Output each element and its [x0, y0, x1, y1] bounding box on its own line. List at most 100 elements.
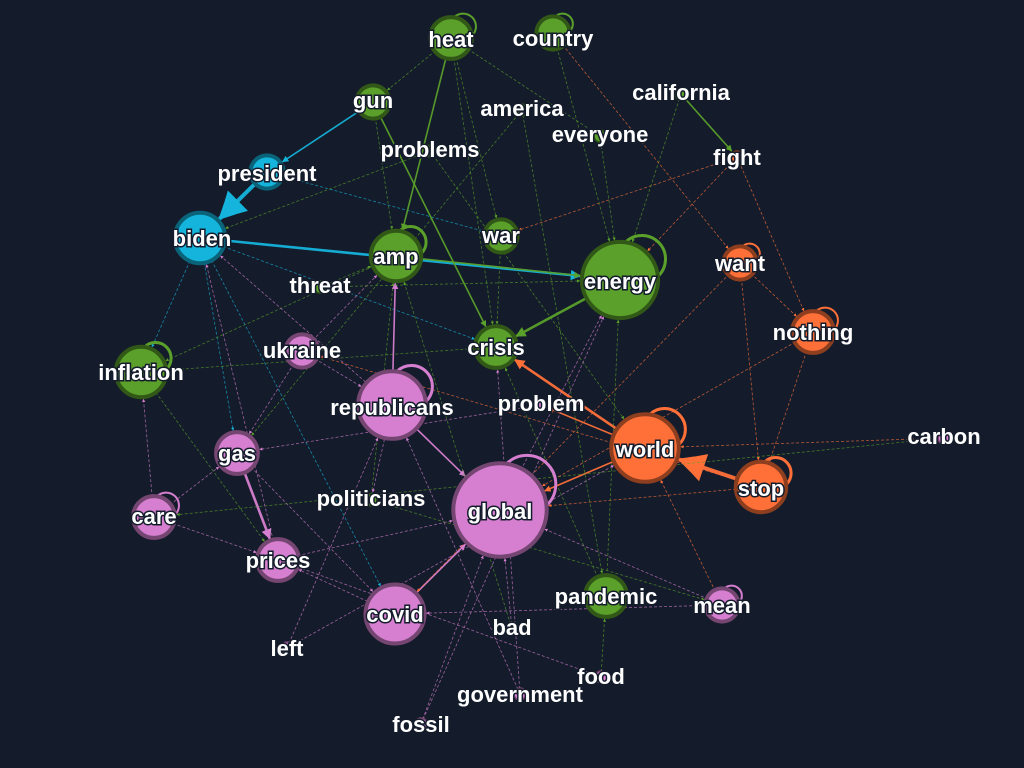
node-mean[interactable]: [703, 586, 741, 624]
node-heat[interactable]: [428, 15, 474, 61]
edge-america-pandemic: [521, 109, 604, 574]
node-label-california: california: [632, 80, 731, 105]
edge-heat-amp: [400, 37, 452, 231]
self-loop-mean: [723, 584, 743, 605]
node-label-ukraine: ukraine: [263, 338, 341, 363]
edge-everyone-energy: [599, 135, 616, 241]
node-problem[interactable]: [534, 398, 548, 412]
edge-nothing-global: [542, 331, 814, 487]
edge-politicians-mean: [370, 499, 705, 601]
node-threat[interactable]: [313, 280, 327, 294]
self-loop-care: [156, 491, 180, 516]
node-label-crisis: crisis: [467, 335, 525, 360]
node-problems[interactable]: [423, 144, 437, 158]
node-label-care: care: [131, 504, 176, 529]
edge-gas-covid: [236, 452, 374, 592]
self-loops-layer: [143, 12, 839, 605]
node-carbon[interactable]: [937, 431, 951, 445]
node-everyone[interactable]: [593, 129, 607, 143]
node-pandemic[interactable]: [583, 573, 629, 619]
edge-stop-global: [548, 486, 762, 508]
node-label-energy: energy: [584, 269, 657, 294]
node-label-gas: gas: [218, 441, 256, 466]
node-fight[interactable]: [730, 150, 744, 164]
node-prices[interactable]: [255, 537, 301, 583]
edge-president-war: [266, 171, 484, 232]
node-country[interactable]: [534, 14, 572, 52]
node-label-republicans: republicans: [330, 395, 453, 420]
node-label-inflation: inflation: [98, 360, 184, 385]
node-ukraine[interactable]: [283, 332, 321, 370]
self-loop-amp: [398, 225, 428, 255]
edge-prices-biden: [205, 264, 279, 561]
edge-heat-war: [450, 37, 498, 219]
edge-carbon-care: [176, 437, 945, 517]
self-loop-energy: [624, 234, 667, 278]
edge-gun-amp: [372, 101, 394, 230]
node-nothing[interactable]: [790, 309, 836, 355]
edge-mean-covid: [426, 604, 723, 615]
node-biden[interactable]: [172, 210, 228, 266]
edge-country-want: [552, 32, 729, 249]
edge-problems-biden: [225, 150, 431, 229]
labels-layer: heat country gun america california everyone p…: [97, 24, 982, 738]
edge-heat-gun: [387, 37, 452, 91]
edge-carbon-world: [680, 437, 945, 449]
node-politicians[interactable]: [364, 493, 378, 507]
node-food[interactable]: [594, 670, 608, 684]
node-label-heat: heat: [428, 27, 474, 52]
node-care[interactable]: [131, 494, 177, 540]
node-crisis[interactable]: [473, 324, 519, 370]
self-loop-heat: [453, 12, 477, 37]
node-government[interactable]: [513, 687, 527, 701]
node-gas[interactable]: [214, 430, 260, 476]
node-america[interactable]: [515, 103, 529, 117]
edge-arrowhead-stop-world: [678, 454, 709, 482]
node-label-left: left: [271, 636, 305, 661]
node-stop[interactable]: [733, 459, 789, 515]
node-label-problem: problem: [498, 391, 585, 416]
node-president[interactable]: [248, 153, 286, 191]
node-inflation[interactable]: [113, 344, 169, 400]
edge-fight-energy: [647, 156, 738, 252]
self-loop-nothing: [815, 306, 839, 331]
node-label-world: world: [615, 437, 675, 462]
edge-bad-amp: [403, 281, 513, 630]
self-loop-country: [554, 12, 574, 33]
edge-threat-amp: [319, 265, 372, 288]
node-label-stop: stop: [738, 476, 784, 501]
node-label-carbon: carbon: [907, 424, 980, 449]
node-energy[interactable]: [579, 239, 661, 321]
node-war[interactable]: [482, 217, 520, 255]
node-world[interactable]: [609, 412, 681, 484]
edge-government-republicans: [406, 437, 521, 695]
node-want[interactable]: [721, 244, 759, 282]
node-bad[interactable]: [505, 622, 519, 636]
node-left[interactable]: [280, 641, 294, 655]
edge-mean-world: [660, 479, 723, 606]
node-covid[interactable]: [363, 582, 427, 646]
node-california[interactable]: [674, 87, 688, 101]
edge-fight-war: [518, 156, 738, 231]
edge-stop-ukraine: [319, 355, 762, 488]
node-label-government: government: [457, 682, 584, 707]
self-loop-global: [505, 453, 558, 507]
edge-care-prices: [153, 516, 257, 554]
edge-republicans-biden: [220, 255, 393, 406]
self-loop-inflation: [143, 341, 173, 371]
node-republicans[interactable]: [356, 369, 428, 441]
node-gun[interactable]: [354, 83, 392, 121]
edge-biden-gas: [199, 237, 235, 431]
node-label-amp: amp: [373, 244, 418, 269]
edge-biden-covid: [199, 237, 381, 587]
edge-fossil-energy: [420, 316, 604, 725]
node-amp[interactable]: [368, 228, 424, 284]
node-label-bad: bad: [492, 615, 531, 640]
edge-mean-global: [544, 528, 723, 606]
node-global[interactable]: [451, 461, 549, 559]
node-label-threat: threat: [289, 273, 351, 298]
self-loop-republicans: [396, 364, 434, 403]
node-fossil[interactable]: [414, 717, 428, 731]
node-label-politicians: politicians: [317, 486, 426, 511]
